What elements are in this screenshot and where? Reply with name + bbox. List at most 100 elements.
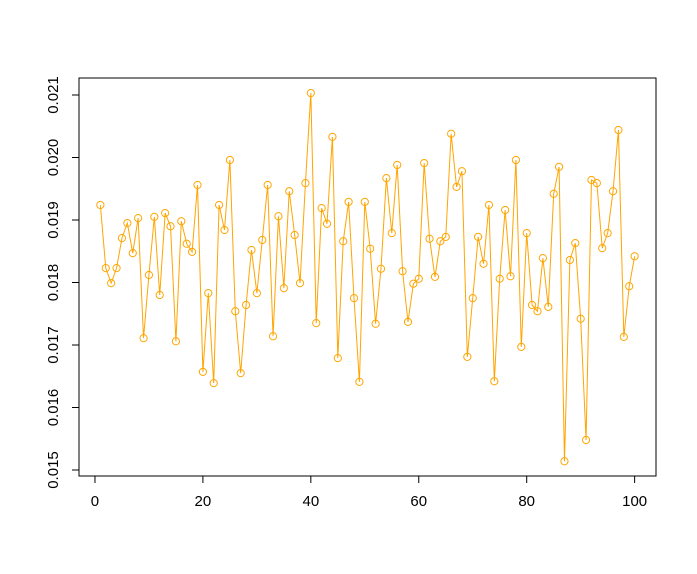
point: [614, 125, 623, 135]
point: [452, 182, 461, 191]
point: [306, 89, 315, 98]
point: [581, 435, 591, 445]
point: [279, 284, 288, 293]
point: [204, 289, 213, 298]
point: [241, 300, 251, 310]
point: [139, 334, 148, 343]
point: [117, 234, 127, 243]
point: [436, 237, 445, 246]
point: [339, 237, 348, 246]
point: [382, 174, 391, 183]
point: [366, 244, 375, 253]
point: [268, 332, 278, 341]
point: [538, 254, 547, 263]
point: [533, 307, 542, 316]
y-tick-label: 0.019: [45, 201, 62, 239]
point: [387, 229, 396, 238]
point: [468, 294, 477, 303]
point: [166, 222, 175, 231]
point: [225, 155, 234, 165]
x-tick-label: 40: [302, 493, 319, 510]
x-tick-label: 100: [622, 493, 647, 510]
point: [263, 180, 272, 190]
point: [447, 129, 456, 138]
point: [576, 314, 585, 323]
point: [317, 204, 326, 213]
point: [123, 219, 132, 228]
point: [252, 289, 261, 298]
point: [182, 239, 191, 248]
x-tick-label: 0: [91, 493, 99, 510]
point: [128, 249, 137, 258]
point: [231, 307, 240, 316]
x-tick-label: 80: [518, 493, 535, 510]
point: [274, 212, 283, 221]
point: [484, 200, 494, 210]
point: [603, 229, 612, 238]
point: [479, 259, 488, 268]
point: [285, 187, 294, 196]
point: [565, 255, 574, 265]
point: [490, 377, 499, 386]
y-tick-label: 0.020: [45, 139, 62, 177]
y-tick-label: 0.017: [45, 326, 62, 364]
point: [171, 337, 181, 346]
point: [96, 200, 105, 210]
point: [177, 217, 186, 226]
point: [544, 302, 553, 311]
point: [355, 377, 364, 386]
point: [549, 189, 558, 198]
point: [258, 235, 267, 245]
point: [474, 232, 483, 241]
point: [376, 264, 386, 273]
point: [150, 212, 159, 221]
y-tick-label: 0.021: [45, 76, 62, 114]
point: [193, 180, 202, 190]
point: [112, 264, 121, 273]
point: [236, 369, 245, 378]
point: [457, 167, 467, 176]
point: [214, 200, 224, 210]
point: [554, 162, 564, 171]
point: [209, 379, 218, 388]
point: [409, 279, 418, 288]
point: [247, 245, 256, 255]
point: [414, 274, 423, 283]
point: [430, 272, 440, 281]
point: [155, 290, 164, 300]
point: [501, 205, 510, 215]
point: [393, 160, 402, 170]
point: [598, 244, 607, 253]
y-tick-label: 0.015: [45, 451, 62, 489]
point: [360, 197, 369, 206]
point: [571, 239, 580, 248]
point: [290, 230, 299, 240]
point: [134, 214, 143, 223]
point: [301, 179, 310, 188]
point: [333, 354, 342, 363]
point: [630, 252, 639, 261]
point: [527, 300, 537, 310]
point: [144, 270, 154, 280]
y-tick-label: 0.016: [45, 389, 62, 427]
x-tick-label: 20: [195, 493, 212, 510]
point: [371, 319, 380, 328]
point: [198, 367, 208, 376]
point: [495, 274, 504, 283]
point: [344, 197, 353, 206]
point: [522, 229, 531, 238]
point: [312, 319, 321, 328]
point: [625, 282, 634, 291]
point: [463, 352, 472, 361]
point: [560, 457, 569, 466]
point: [619, 332, 628, 341]
point: [511, 155, 521, 165]
point: [220, 225, 229, 235]
point: [295, 279, 305, 288]
point: [188, 247, 197, 256]
point: [592, 179, 601, 188]
point: [425, 234, 434, 243]
point: [608, 187, 618, 196]
